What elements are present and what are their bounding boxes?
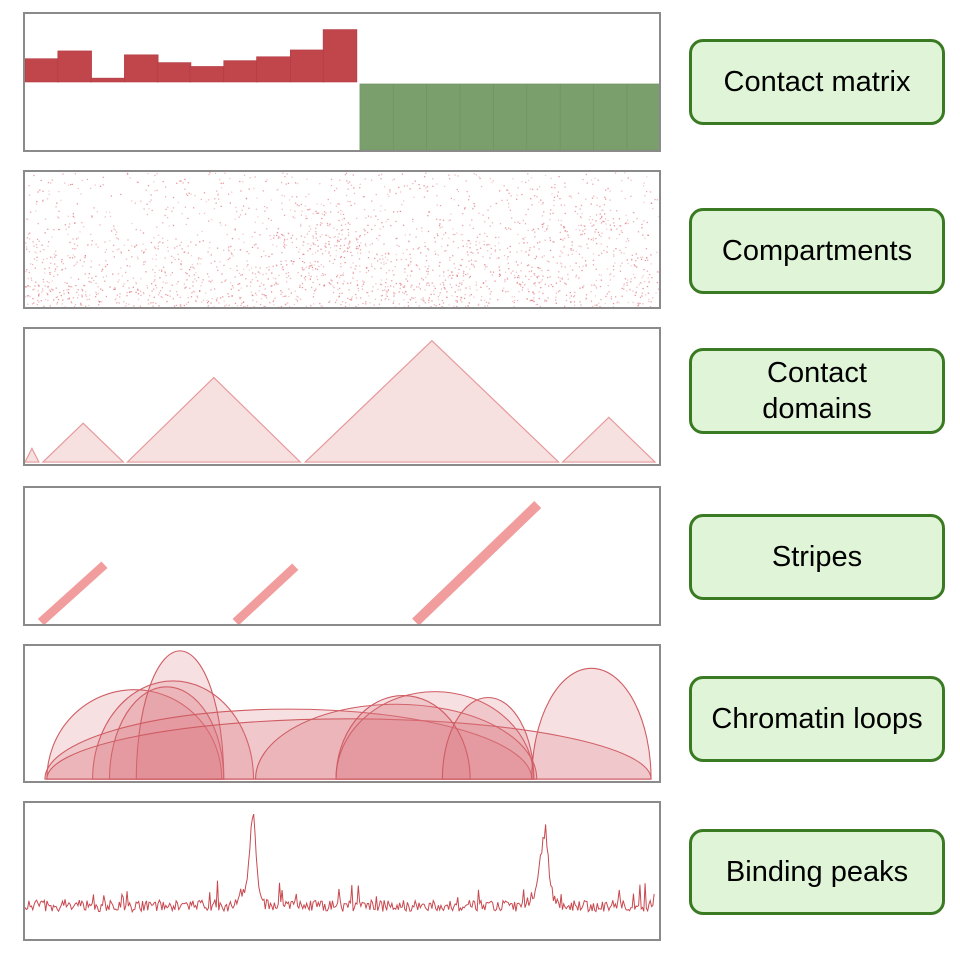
chromatin-loop-0 xyxy=(46,689,223,780)
chromatin-loop-9 xyxy=(441,697,535,780)
chromatin-loops-chart xyxy=(44,650,652,780)
b-compartment-bar-1 xyxy=(392,83,427,150)
label-binding-peaks: Binding peaks xyxy=(689,829,945,915)
a-compartment-bar-6 xyxy=(223,60,258,83)
stripe-0 xyxy=(37,561,108,624)
b-compartment-bar-4 xyxy=(493,83,528,150)
label-stripes-text: Stripes xyxy=(771,541,863,573)
contact-matrix-panel xyxy=(23,170,661,309)
b-compartment-bar-0 xyxy=(359,83,394,150)
label-stripes: Stripes xyxy=(689,514,945,600)
label-contact-domains-text: Contact domains xyxy=(762,357,872,425)
stripes-chart xyxy=(37,501,542,624)
compartments-panel xyxy=(23,12,661,152)
binding-peaks-signal xyxy=(25,813,655,914)
binding-peaks-panel xyxy=(23,801,661,941)
contact-domain-2 xyxy=(125,376,302,463)
label-contact-domains: Contact domains xyxy=(689,348,945,434)
label-binding-peaks-text: Binding peaks xyxy=(725,856,909,888)
stripes-panel xyxy=(23,486,661,626)
contact-domains-chart xyxy=(25,339,657,463)
contact-domain-4 xyxy=(561,416,657,463)
b-compartment-bar-2 xyxy=(426,83,461,150)
chromatin-loop-3 xyxy=(135,650,225,780)
label-contact-matrix-text: Contact matrix xyxy=(723,66,911,98)
chromatin-loop-6 xyxy=(254,703,538,780)
contact-domain-1 xyxy=(41,422,125,463)
a-compartment-bar-3 xyxy=(124,54,159,83)
b-compartment-bar-7 xyxy=(593,83,628,150)
b-compartment-bar-8 xyxy=(626,83,659,150)
label-chromatin-loops: Chromatin loops xyxy=(689,676,945,762)
chromatin-loops-panel xyxy=(23,644,661,783)
heatmap-dots xyxy=(25,172,659,307)
contact-domains-panel xyxy=(23,327,661,466)
contact-matrix-heatmap xyxy=(25,172,659,307)
a-compartment-bar-0 xyxy=(25,58,60,83)
binding-signal-line xyxy=(25,813,655,914)
chromatin-loop-8 xyxy=(335,695,471,780)
contact-domain-0 xyxy=(25,447,40,463)
a-compartment-bar-4 xyxy=(156,62,192,83)
label-chromatin-loops-text: Chromatin loops xyxy=(711,703,923,735)
label-compartments-text: Compartments xyxy=(721,235,913,267)
a-compartment-bar-9 xyxy=(322,29,358,83)
contact-domain-3 xyxy=(303,339,561,463)
chromatin-loop-10 xyxy=(531,667,652,780)
a-compartment-bar-5 xyxy=(189,66,225,83)
chromatin-loop-4 xyxy=(44,708,533,780)
label-contact-matrix: Contact matrix xyxy=(689,39,945,125)
compartment-bars-chart xyxy=(25,29,659,150)
chromatin-loop-2 xyxy=(108,686,225,780)
b-compartment-bar-6 xyxy=(559,83,594,150)
a-compartment-bar-8 xyxy=(290,49,325,83)
stripe-2 xyxy=(412,501,542,624)
chromatin-loop-7 xyxy=(335,691,535,780)
label-compartments: Compartments xyxy=(689,208,945,294)
a-compartment-bar-7 xyxy=(256,56,291,83)
b-compartment-bar-3 xyxy=(459,83,494,150)
a-compartment-bar-2 xyxy=(90,77,125,83)
stripe-1 xyxy=(232,563,299,624)
a-compartment-bar-1 xyxy=(57,50,92,83)
b-compartment-bar-5 xyxy=(526,83,561,150)
